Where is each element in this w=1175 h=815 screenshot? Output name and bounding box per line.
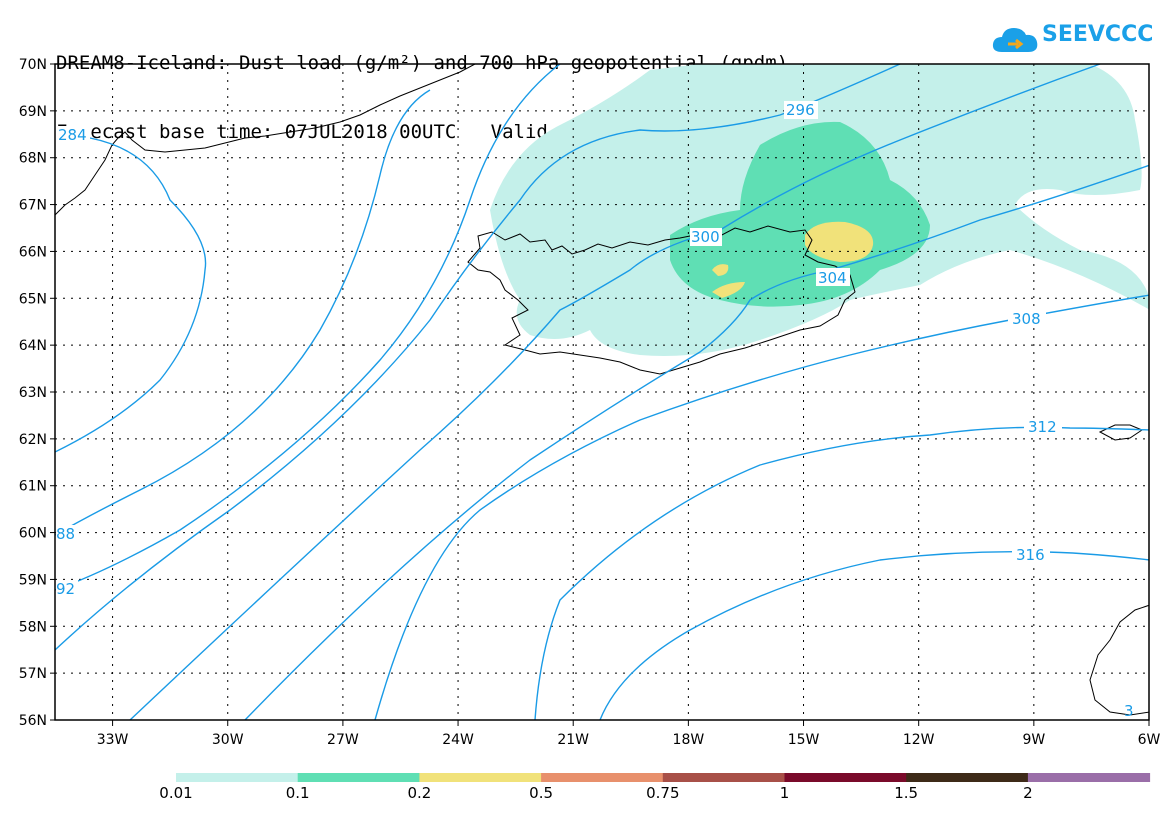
lat-tick-label: 70N (19, 57, 47, 73)
contour-label-284: 284 (58, 126, 87, 144)
legend-label: 0.75 (646, 784, 680, 802)
legend-label: 0.1 (285, 784, 310, 802)
lat-tick-label: 58N (19, 619, 47, 635)
legend-label: 0.2 (407, 784, 432, 802)
logo-text: SEEVCCC (1042, 22, 1154, 47)
lat-tick-label: 66N (19, 244, 47, 260)
coast-scotland (1089, 604, 1149, 716)
legend-label: 2 (1023, 784, 1033, 802)
coast-greenland (55, 64, 476, 216)
contour-label-88: 88 (56, 525, 75, 543)
lat-tick-label: 59N (19, 572, 47, 588)
dust-region-0-2-south (712, 282, 745, 298)
lat-tick-label: 67N (19, 198, 47, 214)
lon-tick-label: 33W (97, 732, 129, 748)
lon-tick-label: 18W (673, 732, 705, 748)
contour-label-308: 308 (1012, 310, 1041, 328)
dust-region-0-2-west (712, 264, 729, 276)
contour-284 (55, 137, 207, 453)
lat-tick-label: 60N (19, 526, 47, 542)
contour-label-92: 92 (56, 580, 75, 598)
lon-tick-label: 9W (1022, 732, 1045, 748)
dust-region-0-1 (670, 121, 930, 307)
lat-tick-label: 64N (19, 338, 47, 354)
title-line-1: DREAM8-Iceland: Dust load (g/m²) and 700… (56, 52, 789, 74)
legend-label: 0.01 (159, 784, 193, 802)
lon-tick-label: 6W (1138, 732, 1161, 748)
axes: 33W 30W 27W 24W 21W 18W 15W 12W 9W 6W 70N 69N 68N 67N… (19, 57, 1161, 748)
legend-label: 1.5 (894, 784, 919, 802)
contour-296 (55, 64, 901, 651)
contour-288 (55, 89, 431, 536)
contour-292 (55, 64, 561, 591)
geopotential-contours (55, 64, 1149, 720)
contour-304 (244, 164, 1149, 720)
contour-label-316: 316 (1016, 546, 1045, 564)
dust-region-0-2-east (805, 221, 874, 262)
lat-tick-label: 62N (19, 432, 47, 448)
lat-tick-label: 57N (19, 666, 47, 682)
lat-tick-label: 65N (19, 291, 47, 307)
contour-label-312: 312 (1028, 418, 1057, 436)
lat-tick-label: 69N (19, 104, 47, 120)
contour-label-296: 296 (786, 101, 815, 119)
cloud-icon (992, 28, 1038, 52)
contour-label-3: 3 (1124, 702, 1134, 720)
lat-tick-label: 61N (19, 479, 47, 495)
dust-layer (490, 64, 1149, 356)
lat-tick-label: 56N (19, 713, 47, 729)
lon-tick-label: 30W (212, 732, 244, 748)
legend-label: 1 (779, 784, 790, 802)
lon-tick-label: 27W (327, 732, 359, 748)
contour-label-300: 300 (691, 228, 720, 246)
legend-label: 0.5 (529, 784, 554, 802)
lat-tick-label: 63N (19, 385, 47, 401)
lon-tick-label: 15W (788, 732, 820, 748)
contour-312 (534, 426, 1149, 720)
contour-labels: 284 88 92 296 300 304 308 312 316 3 (56, 101, 1134, 720)
lat-tick-label: 68N (19, 151, 47, 167)
lon-tick-label: 24W (442, 732, 474, 748)
graticule (55, 64, 1149, 720)
contour-300 (129, 64, 1101, 720)
contour-316 (599, 550, 1149, 720)
contour-label-304: 304 (818, 269, 847, 287)
lon-tick-label: 21W (557, 732, 589, 748)
lon-tick-label: 12W (903, 732, 935, 748)
coast-faroes-shetland (1098, 424, 1144, 441)
